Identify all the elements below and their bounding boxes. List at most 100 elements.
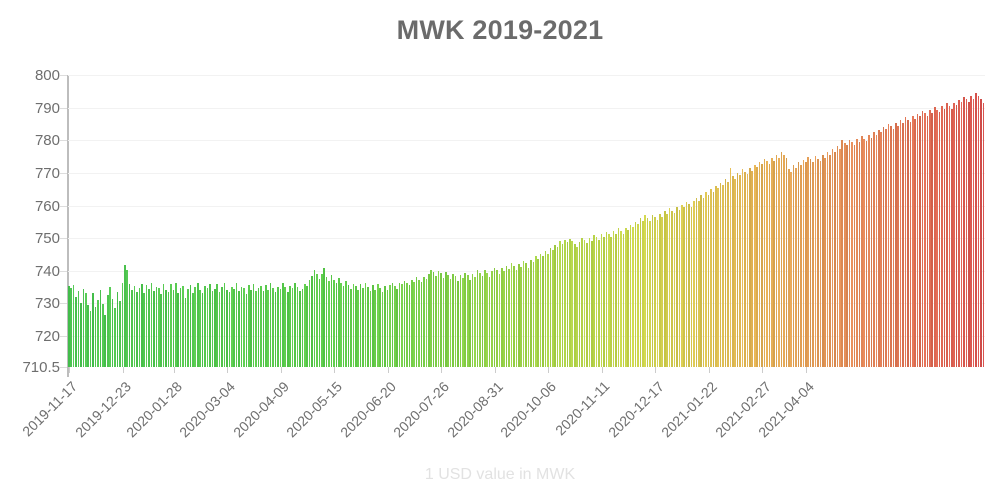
bar[interactable] bbox=[330, 275, 333, 367]
bar[interactable] bbox=[498, 274, 501, 367]
bar[interactable] bbox=[427, 274, 430, 367]
bar[interactable] bbox=[172, 290, 175, 367]
bar[interactable] bbox=[929, 109, 931, 367]
bar[interactable] bbox=[790, 171, 792, 367]
bar[interactable] bbox=[578, 242, 581, 367]
bar[interactable] bbox=[85, 293, 87, 367]
bar[interactable] bbox=[513, 265, 515, 367]
bar[interactable] bbox=[586, 243, 588, 367]
bar[interactable] bbox=[552, 250, 554, 367]
bar[interactable] bbox=[522, 260, 525, 367]
bar[interactable] bbox=[337, 277, 340, 367]
bar[interactable] bbox=[474, 276, 476, 367]
bar[interactable] bbox=[843, 142, 846, 367]
bar[interactable] bbox=[262, 290, 265, 367]
bar[interactable] bbox=[265, 285, 267, 367]
bar[interactable] bbox=[967, 102, 970, 367]
bar[interactable] bbox=[877, 129, 880, 367]
bar[interactable] bbox=[612, 230, 615, 367]
bar[interactable] bbox=[464, 272, 467, 367]
bar[interactable] bbox=[753, 164, 756, 367]
bar[interactable] bbox=[566, 242, 569, 367]
bar[interactable] bbox=[590, 240, 593, 367]
bar[interactable] bbox=[836, 146, 839, 367]
bar[interactable] bbox=[695, 198, 698, 367]
bar[interactable] bbox=[131, 290, 133, 367]
bar[interactable] bbox=[795, 167, 797, 367]
bar[interactable] bbox=[386, 290, 389, 367]
bar[interactable] bbox=[719, 182, 722, 367]
bar[interactable] bbox=[250, 289, 253, 367]
bar[interactable] bbox=[216, 284, 218, 367]
bar[interactable] bbox=[364, 282, 367, 367]
bar[interactable] bbox=[206, 288, 209, 367]
bar[interactable] bbox=[921, 110, 924, 367]
bar[interactable] bbox=[260, 286, 262, 367]
bar[interactable] bbox=[734, 178, 737, 367]
bar[interactable] bbox=[255, 291, 257, 367]
bar[interactable] bbox=[97, 300, 99, 367]
bar[interactable] bbox=[666, 213, 668, 367]
bar[interactable] bbox=[972, 98, 975, 367]
bar[interactable] bbox=[294, 282, 296, 367]
bar[interactable] bbox=[736, 172, 739, 367]
bar[interactable] bbox=[425, 278, 428, 367]
bar[interactable] bbox=[381, 291, 384, 367]
bar[interactable] bbox=[389, 284, 391, 367]
bar[interactable] bbox=[218, 292, 221, 367]
bar[interactable] bbox=[598, 240, 600, 367]
bar[interactable] bbox=[359, 284, 362, 367]
bar[interactable] bbox=[700, 195, 702, 367]
bar[interactable] bbox=[70, 287, 73, 367]
bar[interactable] bbox=[756, 167, 758, 367]
bar[interactable] bbox=[564, 239, 566, 367]
bar[interactable] bbox=[610, 236, 612, 367]
bar[interactable] bbox=[977, 95, 980, 367]
bar[interactable] bbox=[829, 154, 831, 367]
bar[interactable] bbox=[826, 152, 829, 367]
bar[interactable] bbox=[768, 164, 771, 367]
bar[interactable] bbox=[763, 158, 766, 367]
bar[interactable] bbox=[111, 299, 114, 367]
bar[interactable] bbox=[488, 276, 491, 367]
bar[interactable] bbox=[924, 113, 926, 367]
bar[interactable] bbox=[437, 270, 440, 367]
bar[interactable] bbox=[907, 119, 909, 367]
bar[interactable] bbox=[415, 277, 418, 367]
bar[interactable] bbox=[445, 272, 447, 367]
bar[interactable] bbox=[393, 286, 396, 367]
bar[interactable] bbox=[167, 291, 170, 367]
bar[interactable] bbox=[649, 220, 651, 367]
bar[interactable] bbox=[252, 283, 255, 367]
bar[interactable] bbox=[401, 284, 403, 367]
bar[interactable] bbox=[933, 106, 936, 367]
bar[interactable] bbox=[145, 284, 148, 367]
bar[interactable] bbox=[890, 126, 892, 367]
bar[interactable] bbox=[306, 286, 308, 367]
bar[interactable] bbox=[347, 285, 350, 367]
bar[interactable] bbox=[277, 287, 279, 367]
bar[interactable] bbox=[503, 271, 505, 367]
bar[interactable] bbox=[211, 290, 214, 367]
bar[interactable] bbox=[639, 218, 642, 367]
bar[interactable] bbox=[235, 282, 238, 367]
bar[interactable] bbox=[758, 161, 761, 367]
bar[interactable] bbox=[116, 292, 119, 367]
bar[interactable] bbox=[712, 191, 715, 367]
bar[interactable] bbox=[729, 167, 732, 367]
bar[interactable] bbox=[269, 283, 272, 367]
bar[interactable] bbox=[486, 272, 488, 367]
bar[interactable] bbox=[296, 287, 299, 367]
bar[interactable] bbox=[561, 244, 564, 367]
bar[interactable] bbox=[320, 273, 323, 367]
bar[interactable] bbox=[573, 244, 576, 367]
bar[interactable] bbox=[221, 287, 223, 367]
bar[interactable] bbox=[114, 307, 116, 367]
bar[interactable] bbox=[941, 106, 943, 367]
bar[interactable] bbox=[119, 301, 121, 367]
bar[interactable] bbox=[491, 271, 493, 367]
bar[interactable] bbox=[834, 152, 836, 367]
bar[interactable] bbox=[500, 268, 503, 367]
bar[interactable] bbox=[865, 141, 868, 367]
bar[interactable] bbox=[148, 289, 150, 367]
